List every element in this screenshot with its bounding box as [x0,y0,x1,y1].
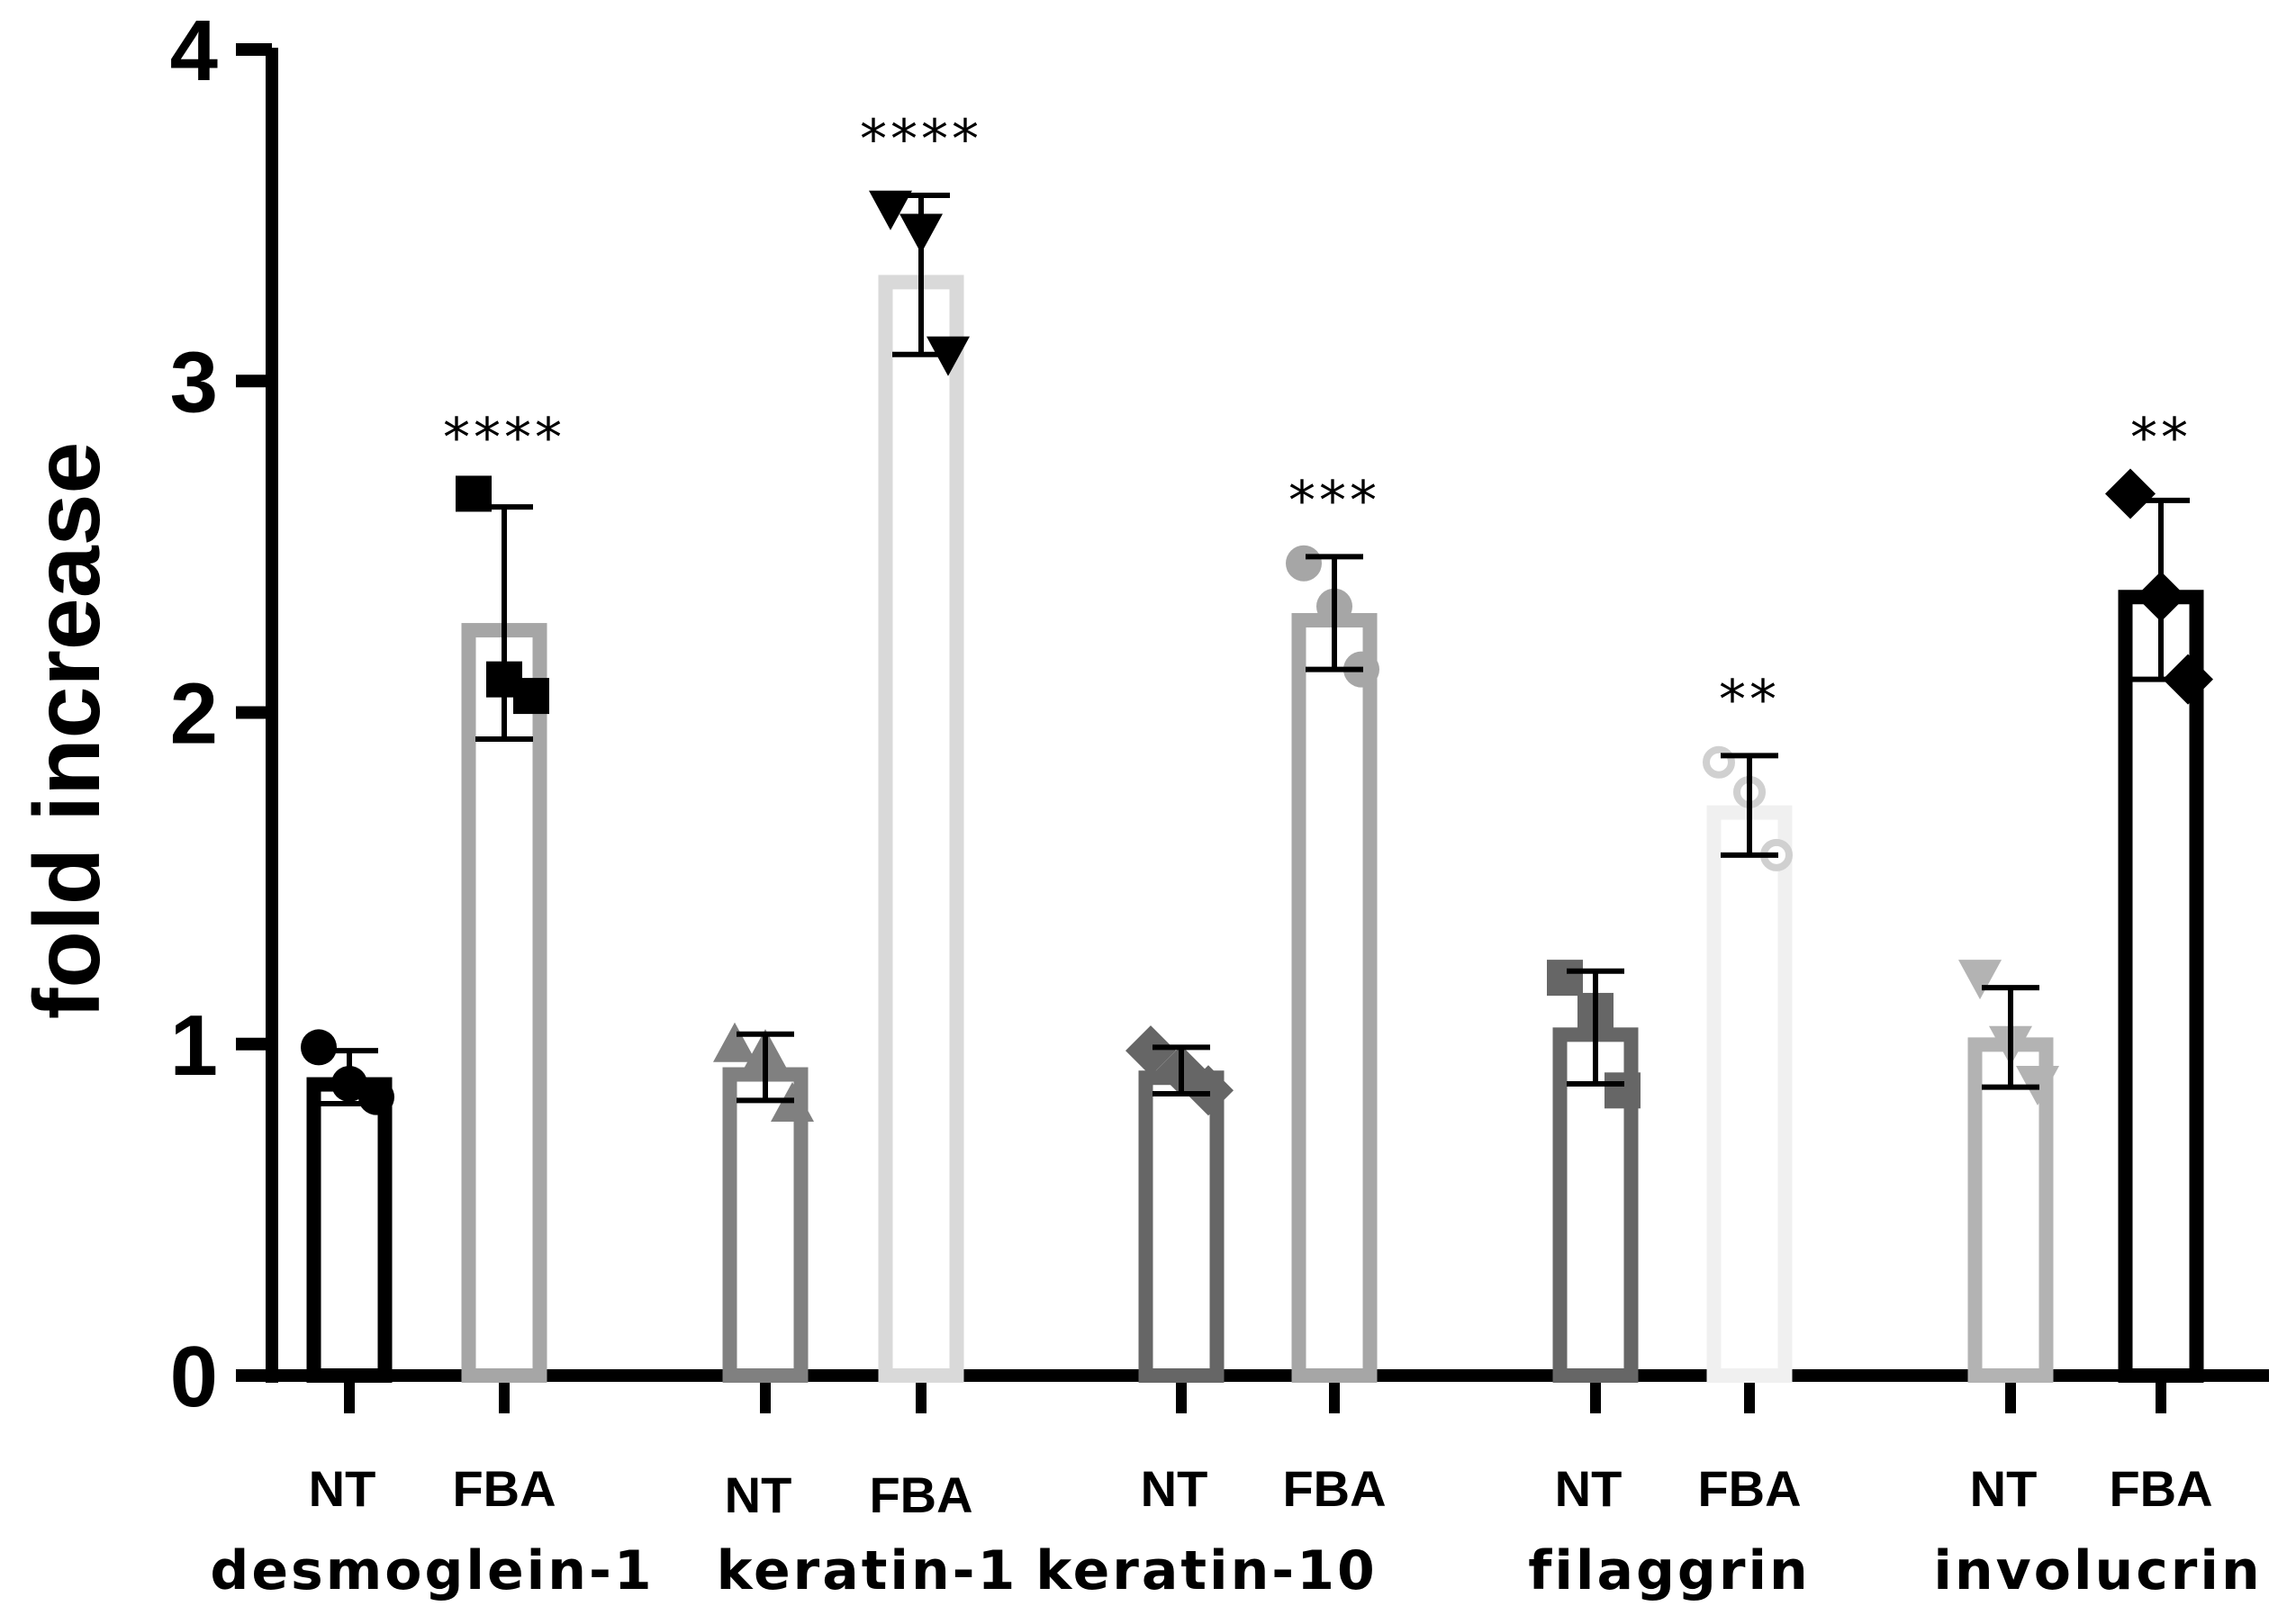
bar-nt-keratin-10 [1125,1025,1234,1383]
data-point [2105,468,2156,519]
bar [878,275,964,1383]
data-point [713,1022,756,1062]
group-involucrin [1958,468,2213,1383]
bar [2118,590,2204,1383]
condition-label: FBA [452,1460,556,1517]
data-point [1958,960,2002,1000]
data-point [869,190,912,230]
condition-label: NT [1970,1460,2038,1517]
bars [301,190,2213,1384]
condition-label: NT [1141,1460,1208,1517]
bar-fba-keratin-1 [869,190,970,1383]
y-tick-label: 2 [170,666,218,762]
condition-label: NT [725,1466,792,1523]
significance-label: **** [443,406,565,469]
bar [306,1077,393,1383]
group-label: keratin-10 [1035,1539,1377,1602]
bar [1291,613,1378,1383]
data-point [1125,1025,1176,1077]
condition-label: NT [309,1460,376,1517]
condition-label: FBA [869,1466,972,1523]
y-axis-label: fold increase [15,442,120,1020]
significance-label: **** [860,108,982,171]
bar-fba-involucrin [2105,468,2213,1383]
data-point [513,678,549,715]
bar-nt-desmoglein-1 [301,1029,394,1383]
group-label: keratin-1 [717,1539,1018,1602]
data-point [358,1078,394,1115]
condition-label: FBA [1697,1460,1801,1517]
bar [1706,805,1793,1383]
condition-label: FBA [1282,1460,1386,1517]
y-tick-label: 0 [170,1329,218,1425]
group-filaggrin [1547,745,1793,1384]
data-point [1183,1065,1234,1116]
y-tick-label: 4 [170,3,218,99]
group-label: filaggrin [1528,1539,1811,1602]
bar-fba-keratin-10 [1286,545,1379,1383]
group-label: desmoglein-1 [210,1539,654,1602]
condition-label: FBA [2109,1460,2212,1517]
bar-nt-keratin-1 [713,1022,814,1383]
data-point [301,1029,337,1066]
data-point [1286,545,1322,582]
data-point [1547,960,1583,997]
bar-fba-desmoglein-1 [456,475,549,1383]
group-label: involucrin [1933,1539,2262,1602]
bar [1138,1070,1225,1383]
group-desmoglein-1 [301,475,549,1383]
bar-nt-involucrin [1958,960,2059,1383]
condition-label: NT [1555,1460,1623,1517]
bar-fba-filaggrin [1703,745,1793,1383]
bar [461,623,547,1383]
bar-nt-filaggrin [1547,960,1641,1384]
group-keratin-10 [1125,545,1379,1383]
y-tick-label: 3 [170,334,218,430]
y-tick-label: 1 [170,997,218,1094]
data-point [1604,1072,1641,1109]
significance-label: *** [1288,469,1380,532]
bar [722,1067,809,1383]
significance-label: ** [1719,668,1780,731]
significance-label: ** [2130,406,2192,469]
group-keratin-1 [713,190,970,1383]
